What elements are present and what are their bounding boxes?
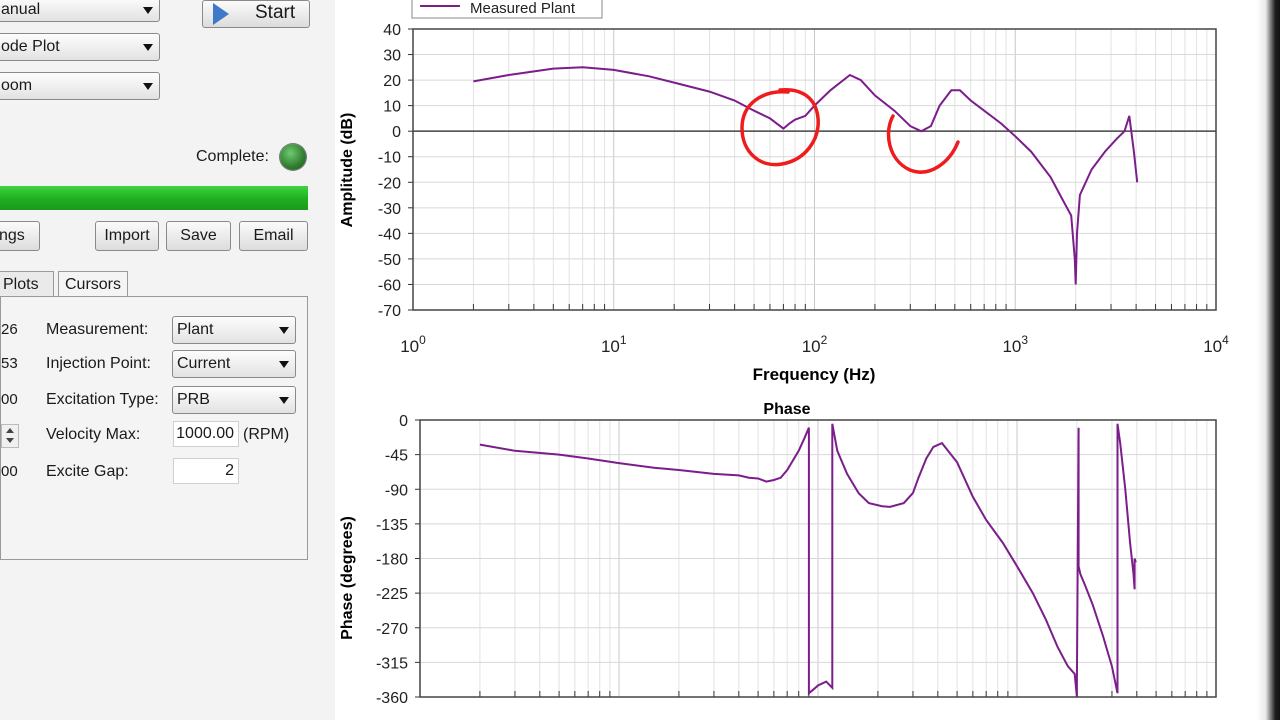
- phase-tick-labels: 0 -45 -90 -135 -180 -225 -270 -315 -360: [376, 413, 408, 707]
- window-edge-scrollbar[interactable]: [1256, 0, 1280, 720]
- chevron-down-icon: [279, 397, 289, 404]
- x-tick-label: 103: [1002, 333, 1028, 356]
- y-tick-label: 0: [392, 124, 401, 141]
- measurement-edge-value: 26: [1, 321, 18, 338]
- mode-dropdown[interactable]: anual: [0, 0, 160, 22]
- y-tick-label: 0: [399, 413, 408, 430]
- chart-legend: Measured Plant: [411, 0, 603, 19]
- excitation-edge-value: 00: [1, 391, 18, 408]
- y-tick-label: -20: [378, 175, 401, 192]
- plot-frame: [412, 28, 1217, 311]
- x-tick-label: 101: [601, 333, 627, 356]
- y-tick-label: -135: [376, 517, 408, 534]
- injection-point-value: Current: [177, 355, 231, 372]
- import-button[interactable]: Import: [95, 221, 159, 251]
- measurement-value: Plant: [177, 321, 214, 338]
- chevron-down-icon: [279, 361, 289, 368]
- y-tick-label: -360: [376, 690, 408, 707]
- x-tick-label: 100: [400, 333, 426, 356]
- frequency-x-axis-label: Frequency (Hz): [753, 365, 876, 384]
- status-led-icon: [280, 144, 306, 170]
- chevron-down-icon: [143, 7, 153, 14]
- plot-type-dropdown[interactable]: ode Plot: [0, 33, 160, 61]
- measurement-dropdown[interactable]: Plant: [172, 316, 296, 344]
- y-tick-label: -45: [385, 448, 408, 465]
- phase-chart: Phase 0 -45 -90 -135 -180 -225 -270 -315 -360 Ph…: [339, 401, 1217, 707]
- injection-point-dropdown[interactable]: Current: [172, 350, 296, 378]
- x-tick-label: 102: [802, 333, 828, 356]
- zoom-value: oom: [1, 77, 33, 94]
- tab-cursors[interactable]: Cursors: [58, 271, 128, 297]
- velocity-max-label: Velocity Max:: [46, 426, 141, 443]
- y-tick-label: 30: [383, 48, 401, 65]
- excite-gap-label: Excite Gap:: [46, 463, 129, 480]
- amplitude-series-line: [473, 66, 1139, 285]
- progress-fill: [0, 186, 308, 210]
- velocity-unit: (RPM): [243, 426, 290, 443]
- y-tick-label: 20: [383, 73, 401, 90]
- tab-plots[interactable]: Plots: [0, 271, 54, 297]
- zoom-dropdown[interactable]: oom: [0, 72, 160, 100]
- legend-label: Measured Plant: [470, 0, 576, 17]
- annotation-circle-1: [740, 88, 820, 167]
- injection-point-label: Injection Point:: [46, 355, 151, 372]
- y-tick-label: -10: [378, 150, 401, 167]
- start-button[interactable]: Start: [202, 0, 310, 28]
- email-button[interactable]: Email: [239, 221, 308, 251]
- phase-y-axis-label: Phase (degrees): [339, 516, 356, 640]
- phase-series-line: [479, 423, 1137, 698]
- chevron-down-icon: [143, 44, 153, 51]
- control-panel: anual Start ode Plot oom Complete: ngs I…: [0, 0, 335, 720]
- progress-bar: [0, 186, 308, 210]
- y-tick-label: -70: [378, 303, 401, 320]
- y-tick-label: -90: [385, 482, 408, 499]
- y-tick-label: -315: [376, 655, 408, 672]
- y-tick-label: -50: [378, 252, 401, 269]
- y-tick-label: 40: [383, 22, 401, 39]
- excite-gap-input[interactable]: 2: [173, 458, 239, 484]
- chevron-down-icon: [143, 83, 153, 90]
- y-tick-label: -40: [378, 226, 401, 243]
- excitation-type-dropdown[interactable]: PRB: [172, 386, 296, 414]
- y-tick-label: -270: [376, 621, 408, 638]
- mode-dropdown-value: anual: [1, 1, 41, 18]
- velocity-max-input[interactable]: 1000.00: [173, 421, 239, 447]
- measurement-settings-panel: 26 Measurement: Plant 53 Injection Point…: [0, 296, 308, 560]
- save-button[interactable]: Save: [166, 221, 231, 251]
- play-icon: [213, 3, 229, 25]
- spin-down-icon[interactable]: [6, 438, 14, 443]
- annotation-circle-2: [886, 114, 960, 174]
- y-tick-label: -225: [376, 586, 408, 603]
- excitation-type-value: PRB: [177, 391, 210, 408]
- chevron-down-icon: [279, 327, 289, 334]
- plot-type-value: ode Plot: [1, 38, 60, 55]
- settings-button[interactable]: ngs: [0, 221, 40, 251]
- y-tick-label: -180: [376, 552, 408, 569]
- phase-grid: [415, 419, 1217, 698]
- y-tick-label: -30: [378, 201, 401, 218]
- excite-gap-edge-value: 00: [1, 463, 18, 480]
- start-button-label: Start: [255, 2, 296, 23]
- y-tick-label: 10: [383, 99, 401, 116]
- spin-up-icon[interactable]: [6, 428, 14, 433]
- excitation-type-label: Excitation Type:: [46, 391, 159, 408]
- complete-label: Complete:: [196, 148, 269, 165]
- injection-edge-value: 53: [1, 355, 18, 372]
- x-tick-label: 104: [1203, 333, 1229, 356]
- measurement-label: Measurement:: [46, 321, 149, 338]
- phase-chart-title: Phase: [763, 401, 810, 418]
- y-tick-label: -60: [378, 277, 401, 294]
- velocity-spinner[interactable]: [1, 424, 19, 448]
- amplitude-y-axis-label: Amplitude (dB): [339, 113, 356, 228]
- plot-frame: [419, 419, 1217, 698]
